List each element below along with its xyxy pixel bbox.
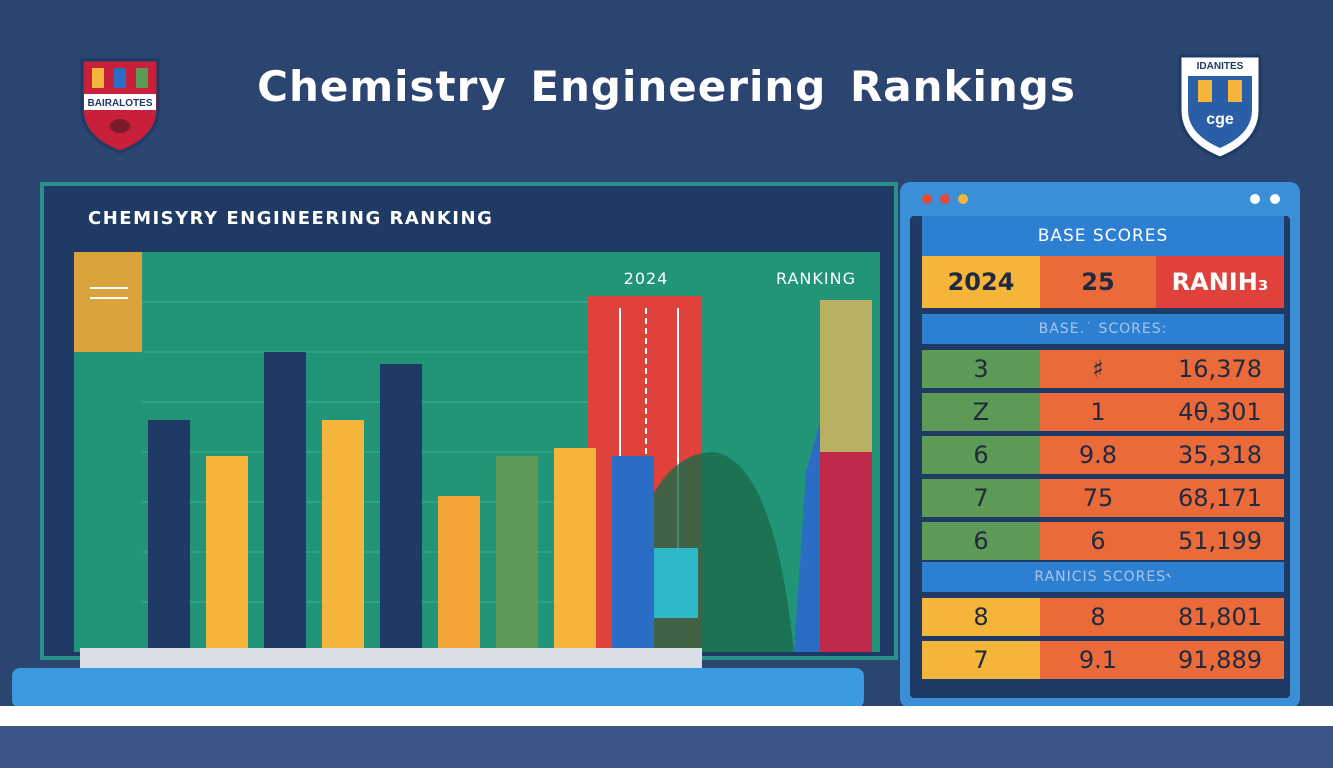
base-score-row: 6 6 51,199	[922, 522, 1284, 560]
scores-table: BASE SCORES 2024 25 RANIH₃ BASE.˙ SCORES…	[910, 216, 1290, 698]
section-base-scores-label: BASE.˙ SCORES:	[922, 314, 1284, 344]
base-score-cell: 6	[922, 522, 1040, 560]
scores-header: BASE SCORES	[922, 216, 1284, 256]
base-score-cell: 6	[922, 436, 1040, 474]
desk-base	[0, 726, 1333, 768]
base-score-cell: 75	[1040, 479, 1156, 517]
ranking-score-cell: 8	[922, 598, 1040, 636]
ranking-score-row: 7 9.1 91,889	[922, 641, 1284, 679]
university-crest-left: BAIRALOTES	[80, 58, 160, 154]
bar-6	[438, 496, 480, 652]
base-score-cell: 51,199	[1156, 522, 1284, 560]
base-score-row: Z 1 4θ,301	[922, 393, 1284, 431]
right-crest-text: IDANITES	[1197, 61, 1244, 72]
bar-7	[496, 456, 538, 652]
base-score-cell: 6	[1040, 522, 1156, 560]
chart-accent-block	[74, 252, 142, 352]
base-score-cell: 68,171	[1156, 479, 1284, 517]
monitor-stand	[80, 648, 702, 670]
scores-panel: BASE SCORES 2024 25 RANIH₃ BASE.˙ SCORES…	[900, 182, 1300, 708]
bar-2	[206, 456, 248, 652]
desk-surface	[0, 706, 1333, 726]
scores-column-header: 2024 25 RANIH₃	[922, 256, 1284, 308]
window-dot-close[interactable]	[922, 194, 932, 204]
base-score-row: 6 9.8 35,318	[922, 436, 1284, 474]
window-dot-extra-1[interactable]	[1250, 194, 1260, 204]
page-title: Chemistry Engineering Rankings	[257, 62, 1076, 111]
col-2024: 2024	[922, 256, 1040, 308]
window-dot-extra-2[interactable]	[1270, 194, 1280, 204]
ranking-score-cell: 8	[1040, 598, 1156, 636]
base-score-cell: ♯	[1040, 350, 1156, 388]
base-score-row: 3 ♯ 16,378	[922, 350, 1284, 388]
ranking-monitor: CHEMISYRY ENGINEERING RANKING 2024 RANKI…	[40, 182, 898, 660]
left-crest-text: BAIRALOTES	[88, 98, 153, 109]
bar-9	[612, 456, 654, 652]
col-25: 25	[1040, 256, 1156, 308]
base-score-cell: 7	[922, 479, 1040, 517]
ranking-score-cell: 81,801	[1156, 598, 1284, 636]
right-crest-sub: cge	[1206, 111, 1234, 128]
window-dot-minimize[interactable]	[940, 194, 950, 204]
base-score-cell: 3	[922, 350, 1040, 388]
ranking-score-row: 8 8 81,801	[922, 598, 1284, 636]
base-score-row: 7 75 68,171	[922, 479, 1284, 517]
ranking-bar-chart: 2024 RANKING	[74, 252, 880, 652]
base-score-cell: 4θ,301	[1156, 393, 1284, 431]
bar-3	[264, 352, 306, 652]
base-score-cell: 16,378	[1156, 350, 1284, 388]
keyboard	[12, 668, 864, 708]
ranking-score-cell: 7	[922, 641, 1040, 679]
ranking-score-cell: 91,889	[1156, 641, 1284, 679]
bar-8	[554, 448, 596, 652]
base-score-cell: 35,318	[1156, 436, 1284, 474]
section-ranking-scores-label: RANICIS SCORES˞	[922, 562, 1284, 592]
ranking-score-cell: 9.1	[1040, 641, 1156, 679]
base-score-cell: 1	[1040, 393, 1156, 431]
window-dot-maximize[interactable]	[958, 194, 968, 204]
bar-5	[380, 364, 422, 652]
chart-column-label-2024: 2024	[624, 269, 669, 288]
bar-1	[148, 420, 190, 652]
col-ranking: RANIH₃	[1156, 256, 1284, 308]
bar-4	[322, 420, 364, 652]
base-score-cell: 9.8	[1040, 436, 1156, 474]
monitor-title: CHEMISYRY ENGINEERING RANKING	[88, 208, 494, 229]
base-score-cell: Z	[922, 393, 1040, 431]
chart-column-label-ranking: RANKING	[776, 269, 856, 288]
university-crest-right: IDANITES cge	[1178, 54, 1262, 160]
